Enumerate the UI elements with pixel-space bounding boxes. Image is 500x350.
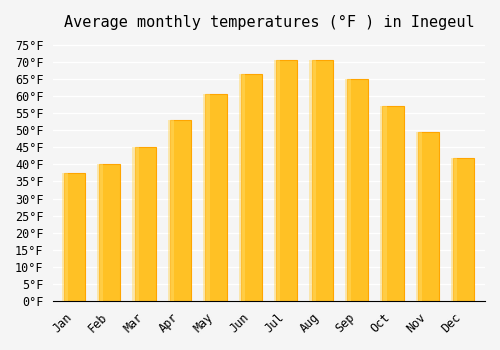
Bar bbox=[168, 120, 174, 301]
Bar bbox=[206, 94, 227, 301]
Bar bbox=[451, 158, 458, 301]
Bar bbox=[347, 79, 368, 301]
Bar bbox=[97, 164, 103, 301]
Title: Average monthly temperatures (°F ) in Inegeul: Average monthly temperatures (°F ) in In… bbox=[64, 15, 474, 30]
Bar bbox=[416, 132, 422, 301]
Bar bbox=[134, 147, 156, 301]
Bar bbox=[310, 60, 316, 301]
Bar bbox=[276, 60, 297, 301]
Bar bbox=[380, 106, 386, 301]
Bar bbox=[241, 74, 262, 301]
Bar bbox=[99, 164, 120, 301]
Bar bbox=[382, 106, 404, 301]
Bar bbox=[418, 132, 439, 301]
Bar bbox=[274, 60, 280, 301]
Bar bbox=[64, 173, 85, 301]
Bar bbox=[345, 79, 351, 301]
Bar bbox=[238, 74, 245, 301]
Bar bbox=[170, 120, 191, 301]
Bar bbox=[204, 94, 210, 301]
Bar bbox=[453, 158, 474, 301]
Bar bbox=[62, 173, 68, 301]
Bar bbox=[132, 147, 139, 301]
Bar bbox=[312, 60, 333, 301]
